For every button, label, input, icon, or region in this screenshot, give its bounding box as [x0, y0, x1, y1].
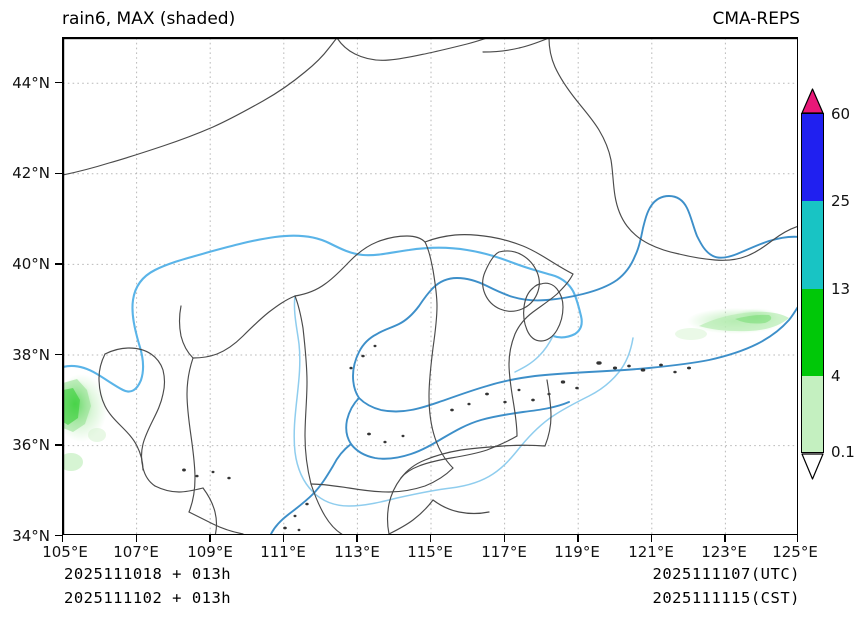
x-tick-111: [282, 535, 285, 542]
y-tick-44: [55, 82, 62, 84]
colorbar-label-4: 4: [831, 367, 841, 385]
river-lower-reach: [293, 295, 634, 507]
y-tick-36: [55, 444, 62, 446]
x-axis-label-113: 113°E: [334, 543, 380, 561]
x-tick-117: [503, 535, 505, 542]
admin-borders: [63, 38, 797, 534]
x-tick-125: [796, 535, 798, 542]
x-tick-119: [577, 535, 579, 542]
x-tick-121: [650, 535, 653, 542]
chart-title: rain6, MAX (shaded): [62, 9, 236, 29]
map-graphic: [63, 38, 797, 534]
y-tick-42: [55, 172, 62, 174]
precip-shading: [63, 308, 789, 471]
colorbar-bands: [801, 113, 824, 453]
x-axis-label-119: 119°E: [554, 543, 600, 561]
x-tick-115: [430, 535, 432, 542]
grid-lines: [63, 38, 797, 534]
colorbar-label-13: 13: [831, 280, 851, 298]
colorbar-band-0.1-4: [802, 376, 823, 452]
model-label: CMA-REPS: [712, 9, 800, 29]
river-yellow-river: [63, 234, 583, 393]
colorbar-band-4-13: [802, 289, 823, 376]
x-axis-label-123: 123°E: [701, 543, 747, 561]
footer-valid-time-utc: 2025111107(UTC): [652, 565, 800, 583]
y-axis-label-40: 40°N: [12, 254, 50, 273]
colorbar-label-60: 60: [831, 105, 851, 123]
x-axis-label-121: 121°E: [628, 543, 674, 561]
x-tick-105: [62, 535, 64, 542]
x-tick-107: [135, 535, 137, 542]
map-plot-area[interactable]: [62, 37, 798, 535]
y-axis-label-42: 42°N: [12, 164, 50, 183]
x-tick-113: [356, 535, 358, 542]
x-axis-label-117: 117°E: [481, 543, 527, 561]
colorbar-label-25: 25: [831, 192, 851, 210]
x-tick-123: [724, 535, 726, 542]
y-axis-label-38: 38°N: [12, 345, 50, 364]
x-axis-label-105: 105°E: [42, 543, 88, 561]
plot-border: [63, 38, 797, 534]
x-axis-label-111: 111°E: [260, 543, 306, 561]
footer-init-time-cst: 2025111102 + 013h: [64, 589, 232, 607]
colorbar-label-0.1: 0.1: [831, 443, 855, 461]
colorbar-band-25-60: [802, 114, 823, 201]
y-tick-34: [55, 535, 62, 537]
y-axis-label-44: 44°N: [12, 73, 50, 92]
footer-valid-time-cst: 2025111115(CST): [652, 589, 800, 607]
y-tick-40: [55, 263, 62, 265]
colorbar-band-13-25: [802, 201, 823, 289]
y-axis-label-36: 36°N: [12, 436, 50, 455]
colorbar-over-arrow-icon: [801, 88, 824, 114]
y-axis-label-34: 34°N: [12, 526, 50, 545]
islands: [182, 344, 691, 532]
x-axis-label-109: 109°E: [187, 543, 233, 561]
x-tick-109: [209, 535, 211, 542]
footer-init-time-utc: 2025111018 + 013h: [64, 565, 232, 583]
y-tick-38: [55, 353, 62, 356]
coastline: [270, 195, 797, 534]
x-axis-label-115: 115°E: [407, 543, 453, 561]
colorbar-under-arrow-icon: [801, 453, 824, 480]
x-axis-label-107: 107°E: [113, 543, 159, 561]
x-axis-label-125: 125°E: [772, 543, 818, 561]
